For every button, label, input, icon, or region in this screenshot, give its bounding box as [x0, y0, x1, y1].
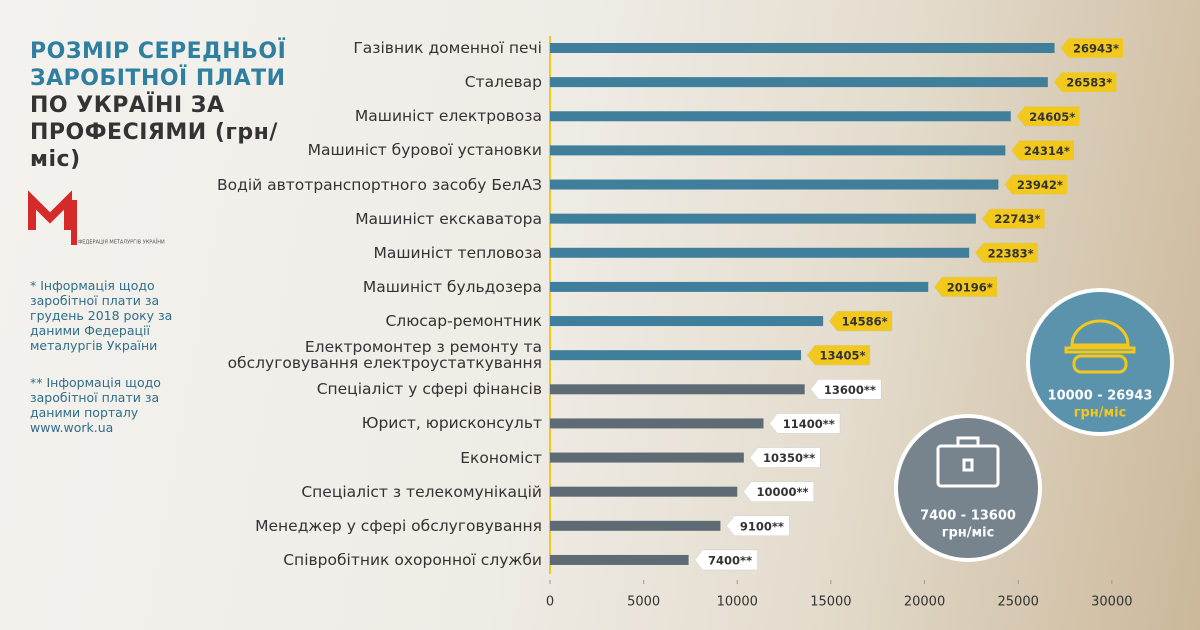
x-tick-label: 20000	[904, 595, 945, 610]
value-label: 26583*	[1066, 76, 1112, 90]
badge-range: 7400 - 13600	[920, 509, 1016, 524]
bar	[550, 213, 976, 224]
x-tick-label: 30000	[1091, 595, 1132, 610]
category-label: Газівник доменної печі	[353, 39, 542, 57]
value-tag	[933, 276, 998, 298]
value-tag	[749, 447, 821, 468]
bar	[550, 418, 764, 429]
badge-gray	[894, 414, 1042, 562]
value-label: 26943*	[1073, 42, 1119, 56]
x-tick-label: 5000	[627, 595, 660, 610]
category-label: Машиніст бурової установки	[307, 141, 542, 160]
title: РОЗМІР СЕРЕДНЬОЇ ЗАРОБІТНОЇ ПЛАТИ	[30, 39, 287, 91]
value-label: 10350**	[763, 451, 815, 465]
badge-blue	[1026, 288, 1174, 436]
badge-range: 10000 - 26943	[1048, 389, 1153, 404]
value-tag	[806, 344, 871, 366]
value-tag	[974, 242, 1039, 264]
value-tag	[1060, 37, 1124, 59]
x-tick-label: 25000	[998, 595, 1039, 610]
value-tag	[810, 379, 882, 400]
value-tag	[828, 310, 893, 332]
value-tag	[726, 515, 790, 537]
logo	[28, 190, 77, 245]
value-tag	[1011, 140, 1075, 161]
value-label: 11400**	[783, 417, 835, 431]
x-tick-label: 15000	[810, 595, 851, 610]
x-tick-label: 0	[546, 595, 554, 610]
title: ПО УКРАЇНІ ЗА ПРОФЕСІЯМИ (грн/міс)	[30, 93, 278, 172]
bar	[550, 486, 738, 497]
bar	[550, 350, 802, 361]
category-label: Водій автотранспортного засобу БелАЗ	[217, 175, 542, 194]
value-label: 9100**	[740, 519, 784, 533]
value-label: 24314*	[1024, 144, 1070, 158]
value-label: 13600**	[824, 383, 876, 397]
category-label: Машиніст тепловоза	[373, 243, 543, 262]
value-label: 14586*	[842, 315, 888, 329]
bar	[550, 520, 721, 531]
bar	[550, 452, 744, 463]
value-tag	[742, 481, 815, 502]
logo-text: ФЕДЕРАЦІЯ МЕТАЛУРГІВ УКРАЇНИ	[78, 239, 165, 246]
value-label: 10000**	[756, 485, 808, 499]
category-label: Електромонтер з ремонту та обслуговуванн…	[227, 338, 542, 373]
value-label: 20196*	[947, 280, 993, 294]
category-label: Машиніст екскаватора	[355, 209, 542, 228]
note: ** Інформація щодо заробітної плати за д…	[30, 375, 161, 435]
bar	[550, 247, 970, 258]
badge-unit: грн/міс	[1074, 406, 1127, 421]
value-label: 22383*	[988, 246, 1034, 260]
value-tag	[769, 413, 841, 434]
category-label: Юрист, юрисконсульт	[361, 414, 542, 433]
value-label: 24605*	[1029, 110, 1075, 124]
badge-unit: грн/міс	[942, 526, 995, 541]
bar	[550, 316, 824, 327]
x-tick-label: 10000	[717, 595, 758, 610]
bar	[550, 554, 689, 565]
value-tag	[694, 549, 758, 571]
value-tag	[1004, 174, 1068, 195]
category-label: Спеціаліст у сфері фінансів	[316, 380, 542, 399]
category-label: Слюсар-ремонтник	[385, 312, 542, 331]
bar	[550, 384, 805, 395]
category-label: Машиніст бульдозера	[362, 277, 542, 296]
category-label: Машиніст електровоза	[354, 107, 542, 126]
bar	[550, 111, 1011, 122]
category-label: Економіст	[460, 448, 542, 467]
value-label: 13405*	[820, 349, 866, 363]
note: * Інформація щодо заробітної плати за гр…	[30, 278, 173, 353]
bar	[550, 281, 929, 292]
value-tag	[981, 208, 1046, 229]
bar	[550, 145, 1006, 156]
value-tag	[1016, 106, 1081, 127]
category-label: Співробітник охоронної служби	[283, 550, 542, 569]
category-label: Менеджер у сфері обслуговування	[255, 516, 542, 535]
value-label: 23942*	[1017, 178, 1063, 192]
bar	[550, 43, 1055, 53]
value-tag	[1053, 71, 1118, 93]
category-label: Спеціаліст з телекомунікацій	[301, 482, 542, 501]
value-label: 22743*	[994, 212, 1040, 226]
bar	[550, 179, 999, 190]
value-label: 7400**	[708, 553, 752, 567]
bar	[550, 77, 1048, 88]
category-label: Сталевар	[464, 73, 542, 92]
